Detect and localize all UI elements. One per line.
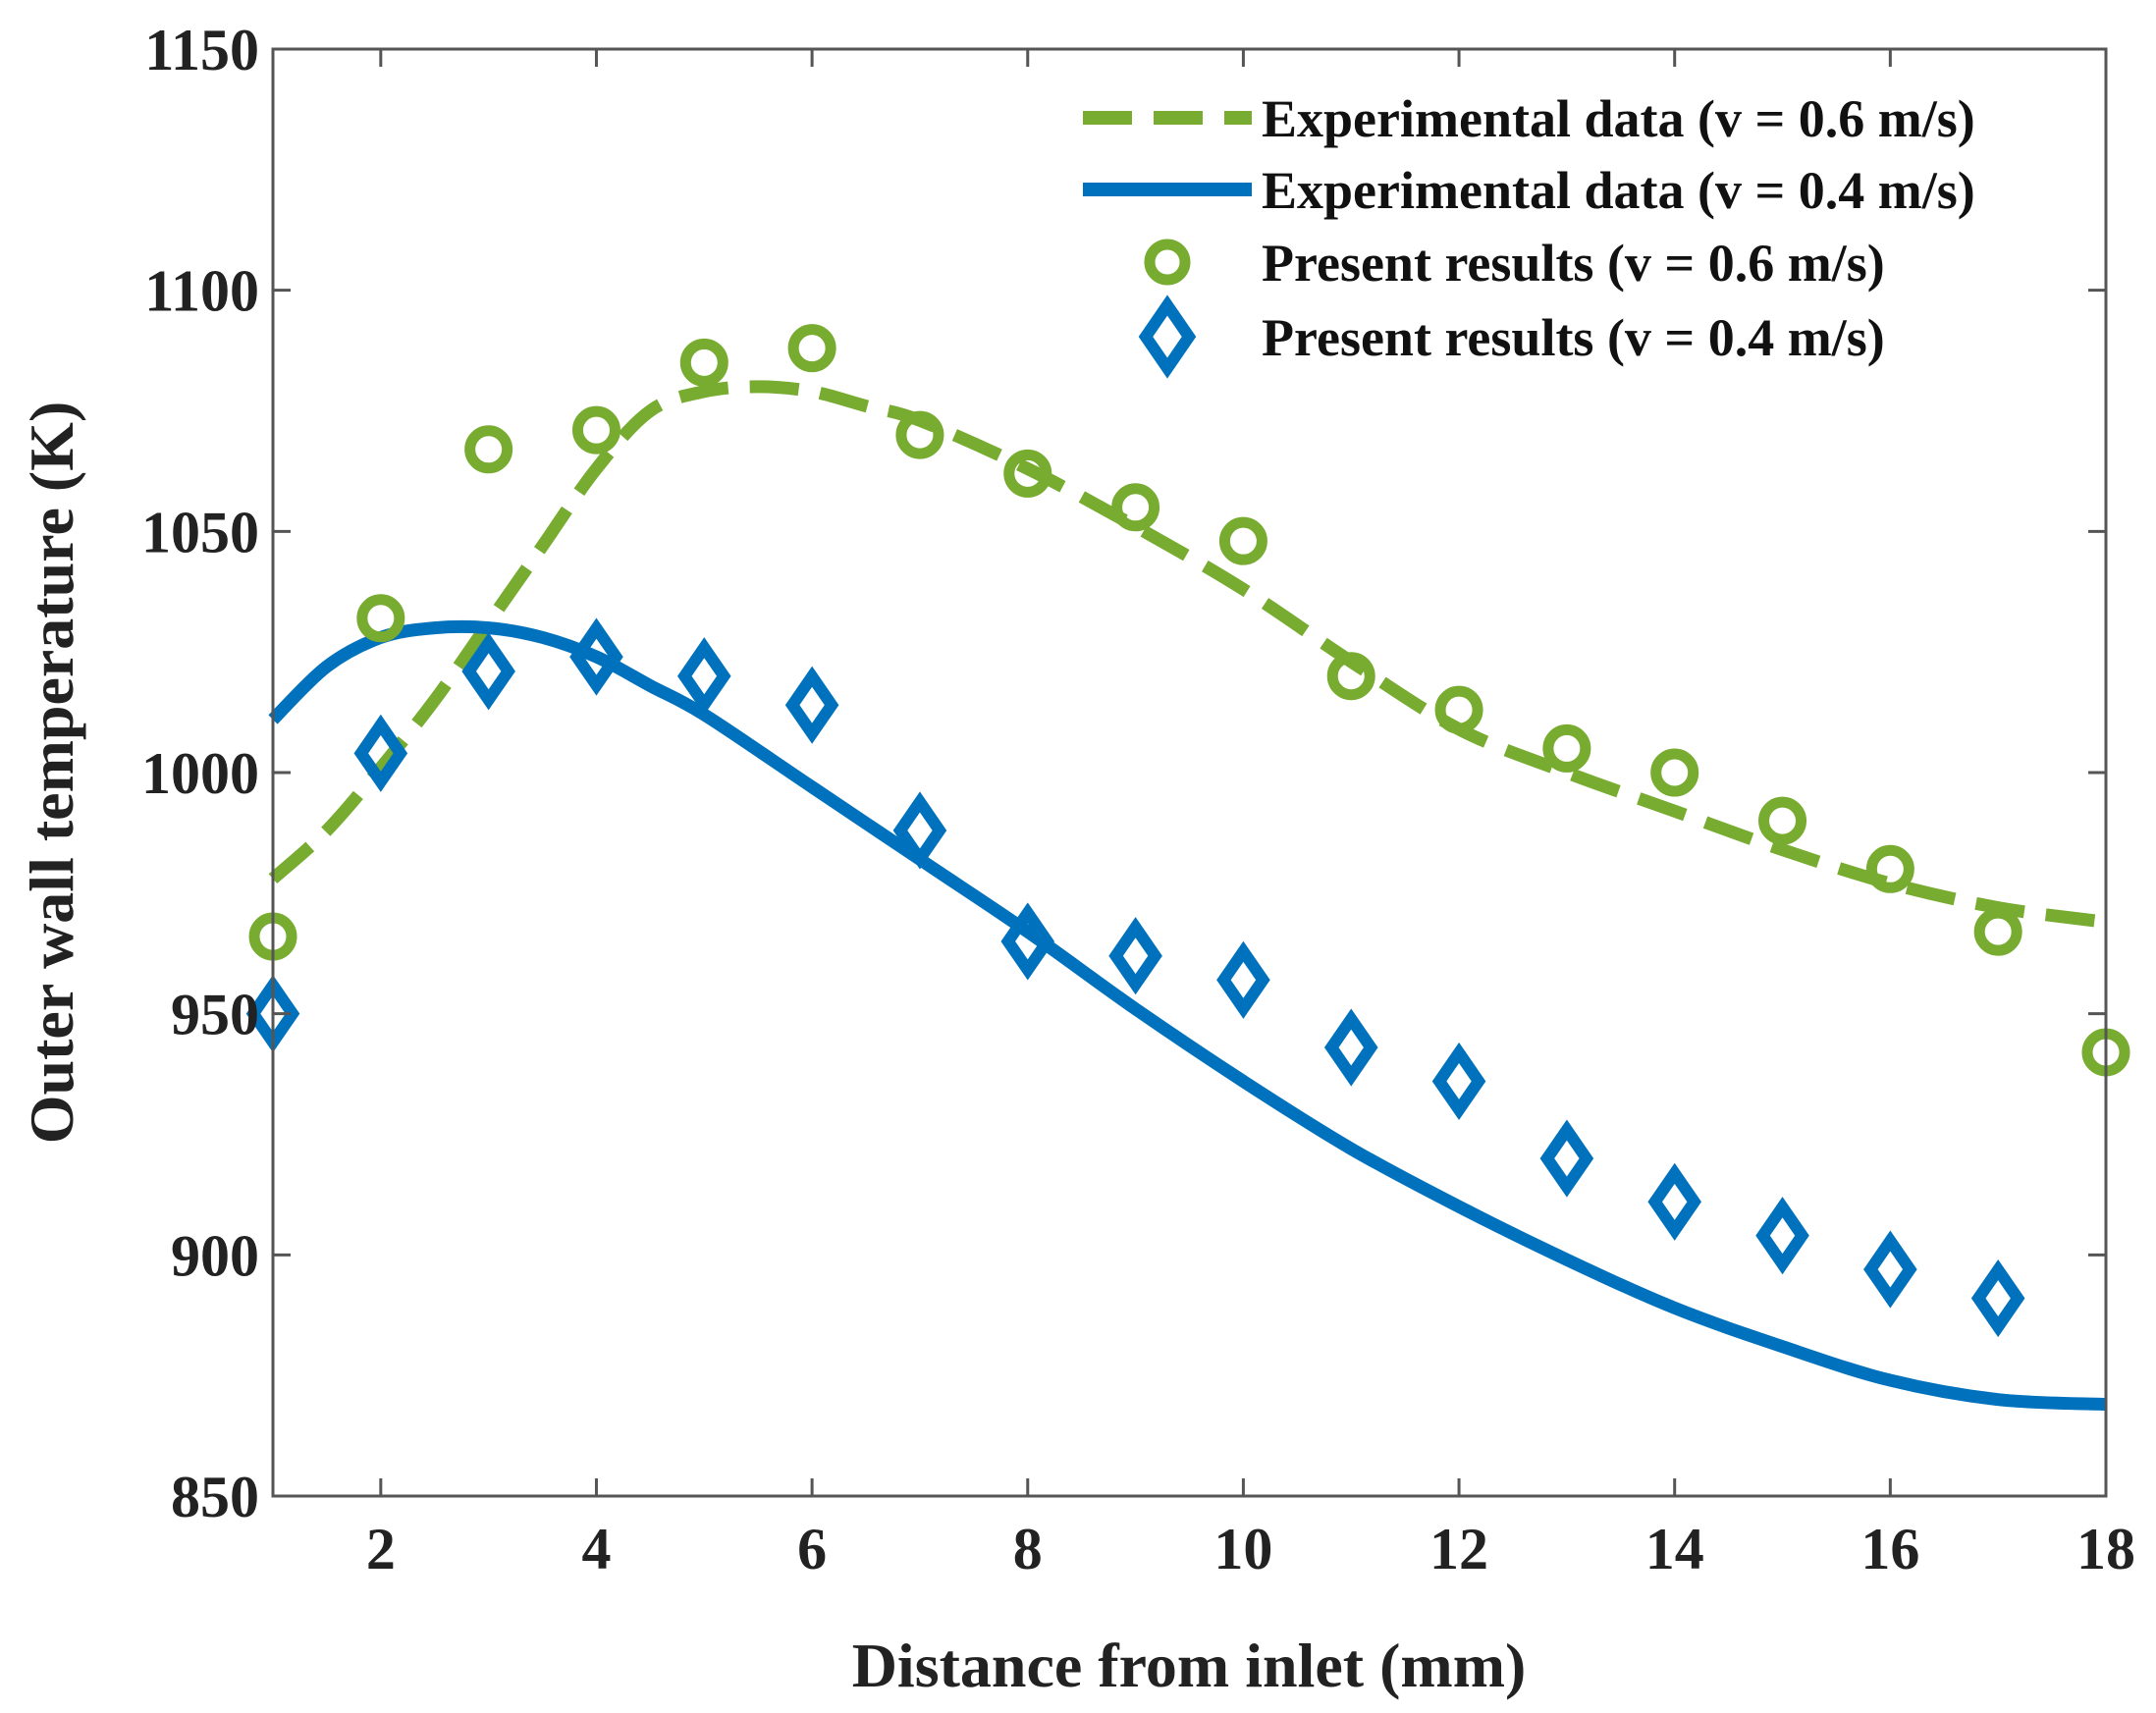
x-tick-label: 16 bbox=[1860, 1517, 1919, 1581]
legend-label-exp-04: Experimental data (v = 0.4 m/s) bbox=[1262, 161, 1975, 220]
x-tick-label: 8 bbox=[1013, 1517, 1043, 1581]
diamond-marker bbox=[1755, 1197, 1809, 1275]
diamond-marker bbox=[784, 666, 839, 744]
legend-label-present-04: Present results (v = 0.4 m/s) bbox=[1262, 308, 1885, 367]
circle-marker bbox=[1218, 516, 1267, 565]
diamond-marker bbox=[569, 617, 623, 696]
circle-marker bbox=[1434, 685, 1483, 734]
x-tick-label: 2 bbox=[366, 1517, 396, 1581]
circle-marker bbox=[1542, 723, 1591, 773]
circle-marker bbox=[895, 410, 944, 459]
diamond-marker bbox=[1108, 917, 1162, 995]
series-layer bbox=[245, 324, 2130, 1412]
legend-label-exp-06: Experimental data (v = 0.6 m/s) bbox=[1262, 89, 1975, 148]
circle-marker bbox=[1865, 844, 1914, 893]
diamond-marker bbox=[1539, 1119, 1594, 1198]
x-tick-label: 14 bbox=[1645, 1517, 1704, 1581]
x-axis-label: Distance from inlet (mm) bbox=[852, 1631, 1527, 1700]
plot-area bbox=[273, 49, 2106, 1496]
diamond-marker bbox=[1323, 1008, 1378, 1087]
x-tick-label: 4 bbox=[581, 1517, 611, 1581]
ticks-layer bbox=[273, 47, 2108, 1498]
x-tick-label: 12 bbox=[1429, 1517, 1488, 1581]
circle-marker bbox=[1326, 652, 1375, 701]
y-tick-label: 900 bbox=[171, 1223, 259, 1288]
circle-marker bbox=[356, 594, 405, 643]
diamond-marker bbox=[1970, 1258, 2025, 1338]
circle-marker bbox=[464, 425, 513, 474]
y-tick-label: 950 bbox=[171, 983, 259, 1047]
circle-marker bbox=[679, 338, 728, 387]
circle-marker bbox=[571, 405, 620, 455]
diamond-marker bbox=[461, 632, 515, 711]
series-line-1 bbox=[268, 619, 2107, 1412]
tick-labels-layer: 2 4 6 8 10 12 14 16 18 850 900 950 1000 1050 1100 1150 bbox=[141, 18, 2135, 1581]
diamond-marker bbox=[1000, 902, 1055, 981]
x-tick-label: 6 bbox=[797, 1517, 827, 1581]
diamond-marker bbox=[677, 637, 731, 716]
legend: Experimental data (v = 0.6 m/s) Experime… bbox=[1083, 89, 1975, 379]
y-tick-label: 1100 bbox=[144, 259, 259, 324]
legend-swatch-present-06 bbox=[1144, 239, 1191, 286]
circle-marker bbox=[1650, 748, 1699, 797]
diamond-marker bbox=[892, 791, 947, 870]
diamond-marker bbox=[1431, 1042, 1486, 1121]
x-tick-label: 18 bbox=[2076, 1517, 2135, 1581]
y-tick-label: 1050 bbox=[141, 500, 259, 564]
x-tick-label: 10 bbox=[1213, 1517, 1272, 1581]
circle-marker bbox=[787, 324, 836, 373]
diamond-marker bbox=[353, 714, 408, 792]
legend-swatch-present-04 bbox=[1138, 294, 1197, 379]
circle-marker bbox=[1758, 796, 1807, 845]
y-tick-label: 1000 bbox=[141, 741, 259, 806]
diamond-marker bbox=[1863, 1230, 1917, 1309]
circle-marker bbox=[1973, 907, 2022, 956]
legend-label-present-06: Present results (v = 0.6 m/s) bbox=[1262, 234, 1885, 293]
series-line-0 bbox=[268, 380, 2107, 929]
y-tick-label: 850 bbox=[171, 1465, 259, 1529]
circle-marker bbox=[1003, 449, 1052, 498]
y-axis-label: Outer wall temperature (K) bbox=[17, 401, 86, 1145]
diamond-marker bbox=[1647, 1162, 1701, 1241]
circle-marker bbox=[1111, 483, 1160, 532]
y-tick-label: 1150 bbox=[144, 18, 259, 82]
diamond-marker bbox=[1216, 940, 1270, 1019]
